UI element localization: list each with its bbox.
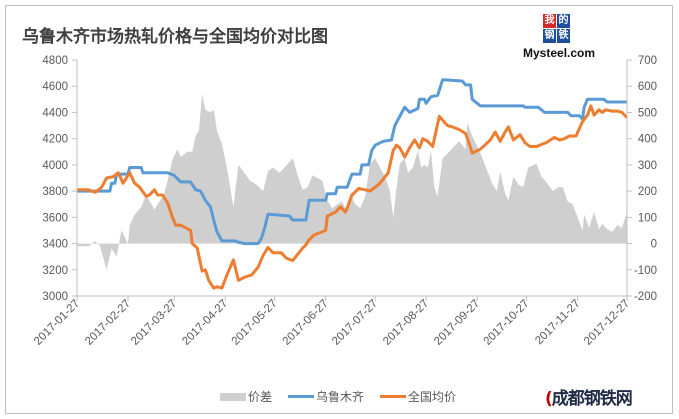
x-axis-tick-label: 2017-05-27 [230,298,280,348]
right-axis-tick-label: 100 [638,212,657,224]
legend-label: 乌鲁木齐 [316,390,365,404]
series-area-spread [77,94,627,270]
left-axis-tick-label: 4800 [42,55,68,67]
x-axis-tick-label: 2017-06-27 [281,298,331,348]
legend-label: 全国均价 [408,390,457,404]
left-axis-tick-label: 4600 [42,81,68,93]
series-line-national [77,104,629,290]
right-axis-tick-label: 500 [638,107,657,119]
right-axis-tick-label: 200 [638,186,657,198]
legend-swatch-national [380,395,407,398]
x-axis-tick-label: 2017-09-27 [432,298,482,348]
legend-item-national: 全国均价 [380,388,456,405]
left-axis-tick-label: 3600 [42,212,68,224]
legend-item-urumqi: 乌鲁木齐 [288,388,364,405]
right-axis-tick-label: 400 [638,134,657,146]
x-axis-tick-label: 2017-02-27 [83,298,133,348]
x-axis-tick-label: 2017-11-27 [533,298,582,347]
left-axis-tick-label: 4000 [42,160,68,172]
right-axis-tick-label: 300 [638,160,657,172]
legend: 价差 乌鲁木齐 全国均价 [220,388,472,405]
logo-char: 的 [557,14,570,28]
x-axis-tick-label: 2017-08-27 [381,298,431,348]
chart-frame [5,5,673,414]
right-axis-tick-label: 0 [651,239,657,251]
legend-swatch-urumqi [288,395,315,398]
right-axis-tick-label: 600 [638,81,657,93]
chengdu-steel-logo: (成都钢铁网 [545,389,633,409]
x-axis-tick-label: 2017-10-27 [482,298,532,348]
left-axis-tick-label: 3400 [42,239,68,251]
chart-title: 乌鲁木齐市场热轧价格与全国均价对比图 [22,27,328,47]
x-axis-tick-label: 2017-01-27 [32,298,82,348]
mysteel-logo: 我 的 钢 铁 Mysteel.com [523,14,623,64]
logo-char: 我 [543,14,556,28]
left-axis-tick-label: 4400 [42,107,68,119]
right-axis-tick-label: -100 [634,265,657,277]
legend-label: 价差 [248,390,273,404]
logo-char: 铁 [557,29,570,43]
right-axis-tick-label: -200 [634,291,657,303]
logo-char: 钢 [543,29,556,43]
chengdu-logo-text: 成都钢铁网 [551,389,633,409]
x-axis-tick-label: 2017-04-27 [180,298,230,348]
left-axis-tick-label: 3200 [42,265,68,277]
x-axis-tick-label: 2017-12-27 [582,298,632,348]
left-axis-tick-label: 3000 [42,291,68,303]
x-axis-tick-label: 2017-07-27 [330,298,380,348]
series-line-urumqi [77,78,627,246]
left-axis-tick-label: 3800 [42,186,68,198]
legend-item-spread: 价差 [220,388,272,405]
left-axis-tick-label: 4200 [42,134,68,146]
right-axis-tick-label: 700 [638,55,657,67]
legend-swatch-spread [220,392,246,401]
x-axis-tick-label: 2017-03-27 [129,298,179,348]
mysteel-logo-text: Mysteel.com [523,46,596,60]
